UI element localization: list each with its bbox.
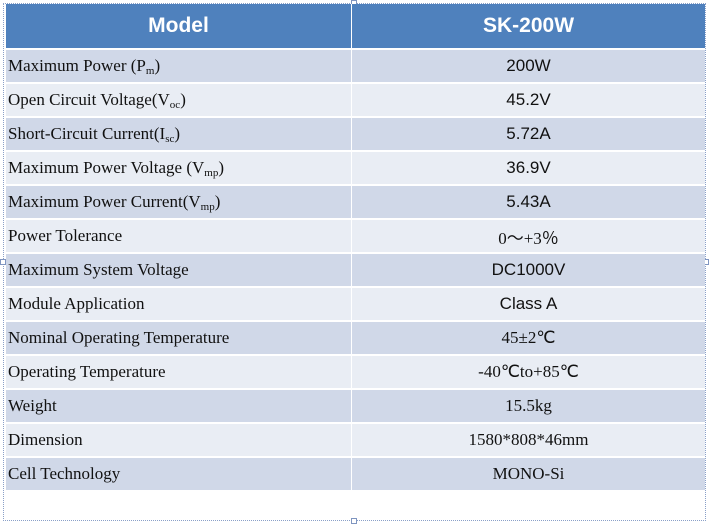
spec-label: Module Application: [6, 288, 352, 322]
spec-label: Dimension: [6, 424, 352, 458]
table-row: Cell Technology MONO-Si: [6, 458, 705, 492]
spec-label-text: Operating Temperature: [8, 362, 166, 381]
table-row: Operating Temperature -40℃to+85℃: [6, 356, 705, 390]
spec-label-subscript: oc: [169, 98, 181, 111]
spec-label-suffix: ): [180, 89, 186, 109]
table-row: Maximum Power Current(Vmp) 5.43A: [6, 186, 705, 220]
spec-label-suffix: ): [154, 55, 161, 75]
spec-label-subscript: sc: [165, 132, 175, 145]
spec-value: 5.72A: [352, 118, 705, 152]
spec-value: DC1000V: [352, 254, 705, 288]
spec-label-text: Weight: [8, 396, 57, 415]
header-row: Model SK-200W: [6, 4, 705, 50]
spec-label-text: Dimension: [8, 430, 83, 449]
spec-label: Short-Circuit Current(Isc): [6, 118, 352, 152]
spec-value: 45.2V: [352, 84, 705, 118]
spec-label-text: Power Tolerance: [8, 226, 123, 245]
table-row: Maximum Power (Pm) 200W: [6, 50, 705, 84]
table-row: Dimension 1580*808*46mm: [6, 424, 705, 458]
table-row: Maximum Power Voltage (Vmp) 36.9V: [6, 152, 705, 186]
table-row: Short-Circuit Current(Isc) 5.72A: [6, 118, 705, 152]
spec-label-suffix: ): [214, 191, 221, 211]
spec-label: Weight: [6, 390, 352, 424]
spec-label: Maximum Power (Pm): [6, 50, 352, 84]
spec-label-text: Open Circuit Voltage(V: [8, 89, 170, 109]
table-row: Module Application Class A: [6, 288, 705, 322]
spec-label: Operating Temperature: [6, 356, 352, 390]
spec-label: Cell Technology: [6, 458, 352, 492]
spec-label: Maximum System Voltage: [6, 254, 352, 288]
spec-label: Power Tolerance: [6, 220, 352, 254]
table-row: Weight 15.5kg: [6, 390, 705, 424]
spec-label-suffix: ): [174, 123, 181, 143]
table-row: Nominal Operating Temperature 45±2℃: [6, 322, 705, 356]
spec-label-text: Maximum System Voltage: [8, 260, 189, 279]
table-row: Open Circuit Voltage(Voc) 45.2V: [6, 84, 705, 118]
spec-value: 0～+3％: [352, 220, 705, 254]
spec-label-text: Nominal Operating Temperature: [8, 328, 230, 347]
spec-label-text: Maximum Power Current(V: [8, 191, 201, 211]
spec-value: 1580*808*46mm: [352, 424, 705, 458]
table-row: Power Tolerance 0～+3％: [6, 220, 705, 254]
spec-label-suffix: ): [218, 157, 225, 177]
spec-label-subscript: mp: [200, 200, 215, 213]
resize-handle-left[interactable]: [0, 259, 6, 265]
spec-label-text: Maximum Power Voltage (V: [8, 157, 205, 177]
spec-value: 45±2℃: [352, 322, 705, 356]
spec-label: Maximum Power Current(Vmp): [6, 186, 352, 220]
spec-label-subscript: mp: [204, 166, 219, 179]
spec-value: 5.43A: [352, 186, 705, 220]
spec-label: Maximum Power Voltage (Vmp): [6, 152, 352, 186]
spec-label-subscript: m: [145, 64, 155, 77]
spec-value: 36.9V: [352, 152, 705, 186]
spec-value: Class A: [352, 288, 705, 322]
table-row: Maximum System Voltage DC1000V: [6, 254, 705, 288]
spec-label-text: Cell Technology: [8, 464, 121, 483]
spec-label-text: Maximum Power (P: [8, 55, 146, 75]
spec-label: Open Circuit Voltage(Voc): [6, 84, 352, 118]
spec-label-text: Short-Circuit Current(I: [8, 123, 166, 143]
spec-value: 200W: [352, 50, 705, 84]
spec-table: Model SK-200W Maximum Power (Pm) 200W Open…: [6, 4, 705, 492]
spec-label: Nominal Operating Temperature: [6, 322, 352, 356]
header-model: Model: [6, 4, 352, 50]
spec-rows: Maximum Power (Pm) 200W Open Circuit Volta…: [6, 50, 705, 492]
spec-label-text: Module Application: [8, 294, 145, 313]
spec-value: -40℃to+85℃: [352, 356, 705, 390]
spec-value: MONO-Si: [352, 458, 705, 492]
resize-handle-bottom[interactable]: [351, 518, 357, 524]
header-model-value: SK-200W: [352, 4, 705, 50]
spec-value: 15.5kg: [352, 390, 705, 424]
